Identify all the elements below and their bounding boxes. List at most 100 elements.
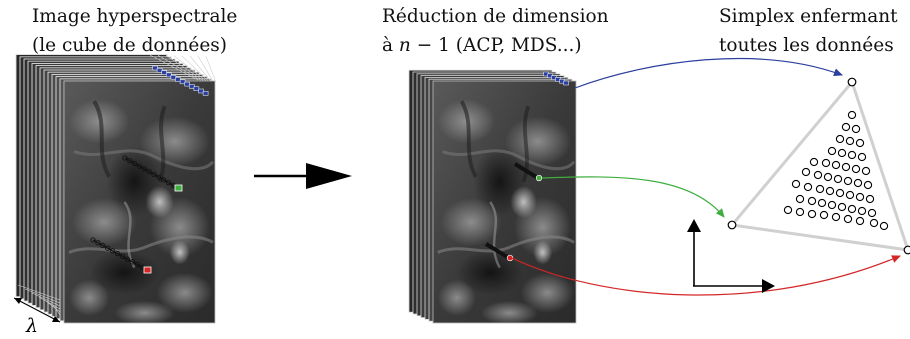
- caption-right-line1: Simplex enfermant: [719, 6, 898, 27]
- red-spectrum-sample: [100, 242, 106, 249]
- simplex-point: [847, 150, 857, 160]
- caption-left-line1: Image hyperspectrale: [32, 6, 237, 27]
- reduced-green-stack: [513, 162, 540, 180]
- simplex: [727, 77, 910, 255]
- simplex-point: [831, 212, 841, 222]
- simplex-point: [791, 179, 801, 189]
- green-mapping-arrow: [541, 176, 725, 218]
- caption-left-line2: (le cube de données): [32, 35, 227, 56]
- green-spectrum-sample: [127, 158, 133, 164]
- blue-spectrum-sample: [152, 65, 158, 71]
- simplex-point: [815, 184, 825, 194]
- red-pixel-spectrum: [90, 237, 152, 274]
- cube-front-image: [63, 80, 216, 324]
- blue-spectrum-sample: [156, 68, 163, 73]
- blue-spectrum-sample: [179, 79, 186, 85]
- cube-wire: [197, 56, 214, 82]
- blue-pixel-spectrum: [152, 65, 209, 96]
- red-spectrum-sample: [114, 250, 121, 257]
- simplex-point: [835, 134, 845, 144]
- reduced-green-point: [535, 174, 543, 182]
- simplex-point: [855, 216, 865, 226]
- blue-spectrum-sample: [161, 70, 167, 75]
- cube-wire: [173, 55, 206, 81]
- green-spectrum-sample: [122, 155, 128, 161]
- reduced-red-point: [506, 254, 514, 262]
- green-spectrum-sample: [160, 177, 167, 183]
- blue-spectrum-sample: [202, 91, 209, 96]
- cube-wire: [31, 292, 61, 307]
- simplex-point: [827, 200, 837, 210]
- reduced-cube: [408, 69, 577, 324]
- blue-spectrum-sample: [189, 84, 195, 89]
- simplex-point: [861, 166, 871, 176]
- simplex-point: [847, 110, 857, 120]
- blue-spectrum-sample: [166, 72, 172, 78]
- green-spectrum-line: [124, 157, 179, 189]
- green-spectrum-sample: [141, 166, 147, 172]
- reduced-red-stack: [484, 242, 511, 260]
- simplex-point: [851, 164, 861, 174]
- green-pixel-spectrum: [122, 155, 183, 192]
- cube-wire: [52, 304, 61, 316]
- simplex-point: [825, 186, 835, 196]
- cube-wire: [181, 55, 209, 82]
- simplex-point: [823, 172, 833, 182]
- caption-middle-rest: − 1 (ACP, MDS...): [411, 35, 582, 56]
- red-spectrum-sample: [109, 248, 116, 254]
- simplex-point: [783, 205, 793, 215]
- red-spectrum-sample: [119, 253, 126, 260]
- simplex-point: [831, 160, 841, 170]
- green-spectrum-sample: [136, 163, 143, 169]
- blue-mapping-arrow: [574, 57, 843, 89]
- cube-wire: [149, 54, 199, 81]
- simplex-point: [837, 148, 847, 158]
- red-mapping-arrow: [511, 255, 901, 296]
- blue-spectrum-sample: [198, 88, 204, 94]
- simplex-point: [835, 188, 845, 198]
- reduced-cube-front-image: [432, 80, 577, 324]
- reduced-red-pixel: [484, 242, 514, 262]
- simplex-point: [841, 162, 851, 172]
- caption-middle-prefix: à: [382, 35, 399, 56]
- hyperspectral-cube: [15, 54, 216, 324]
- simplex-point: [857, 206, 867, 216]
- simplex-data-points: [783, 110, 889, 231]
- caption-middle-variable: n: [399, 35, 411, 56]
- cube-wire: [24, 288, 61, 304]
- simplex-point: [879, 221, 889, 231]
- simplex-point: [833, 174, 843, 184]
- caption-right-line2: toutes les données: [719, 35, 894, 56]
- simplex-vertex-top: [847, 77, 857, 87]
- blue-spectrum-sample: [175, 77, 181, 82]
- red-spectrum-endpoint: [143, 266, 152, 274]
- cube-wire: [17, 284, 61, 301]
- simplex-point: [843, 214, 853, 224]
- simplex-point: [853, 178, 863, 188]
- simplex-point: [855, 138, 865, 148]
- cube-wire: [205, 56, 216, 82]
- axes-icon: [687, 219, 775, 293]
- blue-spectrum-sample: [193, 86, 200, 91]
- lambda-label: λ: [25, 315, 38, 334]
- simplex-point: [845, 190, 855, 200]
- cube-wire: [45, 300, 61, 313]
- reduced-blue-sample: [563, 80, 569, 86]
- right-arrow-icon: [254, 163, 352, 189]
- reduced-blue-pixel: [543, 71, 569, 86]
- simplex-point: [843, 176, 853, 186]
- simplex-point: [795, 194, 805, 204]
- simplex-point: [863, 180, 873, 190]
- simplex-point: [827, 146, 837, 156]
- lambda-axis: λ: [13, 297, 61, 337]
- green-spectrum-sample: [165, 179, 172, 186]
- cube-wire: [38, 296, 61, 310]
- simplex-point: [845, 136, 855, 146]
- simplex-point: [817, 198, 827, 208]
- green-spectrum-sample: [146, 168, 152, 175]
- caption-middle-line2: à n − 1 (ACP, MDS...): [382, 35, 582, 56]
- simplex-point: [855, 192, 865, 202]
- cube-wire: [157, 54, 201, 81]
